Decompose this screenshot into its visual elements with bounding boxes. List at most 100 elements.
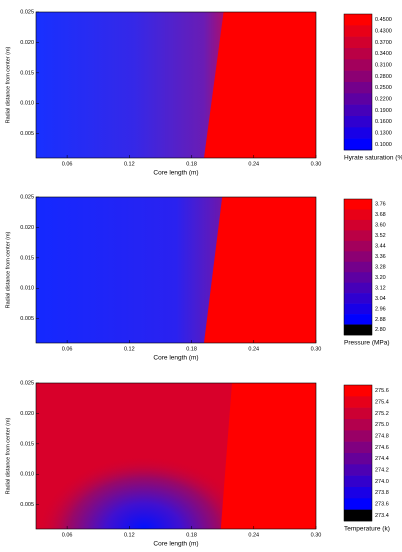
y-tick-label: 0.005 (20, 131, 34, 137)
colorbar-segment (344, 261, 372, 273)
colorbar-segment (344, 314, 372, 325)
colorbar-label: Hyrate saturation (% (344, 155, 402, 162)
y-axis-label: Radial distance from center (m) (5, 417, 11, 494)
y-tick-label: 0.005 (20, 316, 34, 322)
colorbar-frame (343, 198, 373, 336)
colorbar-segment (344, 93, 372, 105)
colorbar-segment (344, 453, 372, 465)
colorbar-tick-label: 3.68 (375, 212, 386, 218)
colorbar-tick-label: 0.2200 (375, 96, 392, 102)
colorbar-tick-label: 3.44 (375, 244, 386, 250)
colorbar-segment (344, 240, 372, 252)
colorbar-label: Temperature (k) (344, 526, 390, 533)
y-tick-label: 0.020 (20, 40, 34, 46)
colorbar-segment (344, 209, 372, 221)
colorbar-tick-label: 275.4 (375, 399, 389, 405)
x-tick-label: 0.24 (248, 532, 259, 538)
colorbar-tick-label: 275.0 (375, 422, 389, 428)
colorbar-tick-label: 274.6 (375, 445, 389, 451)
y-tick-label: 0.010 (20, 472, 34, 478)
x-tick-label: 0.18 (186, 346, 197, 352)
colorbar-tick-label: 274.2 (375, 467, 389, 473)
colorbar-segment (344, 324, 372, 336)
colorbar-tick-label: 0.2500 (375, 85, 392, 91)
colorbar-tick-label: 3.28 (375, 264, 386, 270)
colorbar-segment (344, 251, 372, 263)
colorbar-segment (344, 303, 372, 315)
colorbar-segment (344, 487, 372, 499)
y-tick-label: 0.005 (20, 502, 34, 508)
colorbar-tick-label: 2.88 (375, 317, 386, 323)
x-axis-label: Core length (m) (153, 170, 198, 177)
colorbar-segment (344, 498, 372, 510)
plot-frame (35, 382, 317, 530)
x-tick-label: 0.30 (311, 532, 322, 538)
colorbar-tick-label: 274.0 (375, 479, 389, 485)
colorbar-segment (344, 464, 372, 476)
colorbar-segment (344, 70, 372, 83)
contour-blob (36, 383, 232, 529)
colorbar-tick-label: 275.2 (375, 411, 389, 417)
colorbar-segment (344, 138, 372, 151)
colorbar-segment (344, 509, 372, 522)
colorbar-segment (344, 230, 372, 242)
colorbar-tick-label: 3.60 (375, 223, 386, 229)
colorbar-tick-label: 3.04 (375, 296, 386, 302)
colorbar-tick-label: 0.1900 (375, 108, 392, 114)
x-tick-label: 0.18 (186, 532, 197, 538)
x-tick-label: 0.12 (124, 346, 135, 352)
colorbar-segment (344, 219, 372, 231)
colorbar-tick-label: 274.8 (375, 433, 389, 439)
x-tick-label: 0.12 (124, 161, 135, 167)
colorbar-tick-label: 3.52 (375, 233, 386, 239)
colorbar-segment (344, 36, 372, 49)
colorbar-segment (344, 48, 372, 60)
x-tick-label: 0.18 (186, 161, 197, 167)
plot-frame (35, 196, 317, 344)
colorbar-segment (344, 475, 372, 488)
x-tick-label: 0.12 (124, 532, 135, 538)
x-tick-label: 0.30 (311, 161, 322, 167)
colorbar-tick-label: 0.4500 (375, 17, 392, 23)
y-tick-label: 0.020 (20, 411, 34, 417)
colorbar-tick-label: 274.4 (375, 456, 389, 462)
colorbar-tick-label: 2.96 (375, 306, 386, 312)
y-tick-label: 0.010 (20, 101, 34, 107)
colorbar-tick-label: 0.3400 (375, 51, 392, 57)
colorbar-frame (343, 13, 373, 151)
colorbar-tick-label: 3.12 (375, 285, 386, 291)
y-tick-label: 0.025 (20, 9, 34, 15)
colorbar-tick-label: 0.4300 (375, 28, 392, 34)
colorbar-tick-label: 2.80 (375, 327, 386, 333)
x-axis-label: Core length (m) (153, 355, 198, 362)
y-tick-label: 0.025 (20, 194, 34, 200)
colorbar-segment (344, 104, 372, 117)
colorbar-segment (344, 282, 372, 294)
colorbar-tick-label: 3.20 (375, 275, 386, 281)
colorbar-segment (344, 441, 372, 454)
colorbar-tick-label: 273.8 (375, 490, 389, 496)
colorbar-segment (344, 396, 372, 408)
colorbar-tick-label: 3.36 (375, 254, 386, 260)
x-tick-label: 0.24 (248, 346, 259, 352)
colorbar-tick-label: 0.1600 (375, 119, 392, 125)
colorbar-tick-label: 0.2800 (375, 74, 392, 80)
contour-front (204, 12, 316, 158)
contour-front (220, 383, 316, 529)
y-tick-label: 0.015 (20, 441, 34, 447)
colorbar-tick-label: 273.6 (375, 501, 389, 507)
colorbar-tick-label: 3.76 (375, 202, 386, 208)
colorbar-tick-label: 0.1000 (375, 142, 392, 148)
x-tick-label: 0.06 (62, 532, 73, 538)
colorbar-tick-label: 273.4 (375, 513, 389, 519)
x-tick-label: 0.30 (311, 346, 322, 352)
colorbar-tick-label: 0.1300 (375, 130, 392, 136)
colorbar-segment (344, 127, 372, 139)
colorbar-segment (344, 116, 372, 128)
y-axis-label: Radial distance from center (m) (5, 231, 11, 308)
colorbar-tick-label: 0.3100 (375, 62, 392, 68)
y-axis-label: Radial distance from center (m) (5, 46, 11, 123)
colorbar-segment (344, 407, 372, 420)
y-tick-label: 0.020 (20, 225, 34, 231)
colorbar-segment (344, 419, 372, 431)
